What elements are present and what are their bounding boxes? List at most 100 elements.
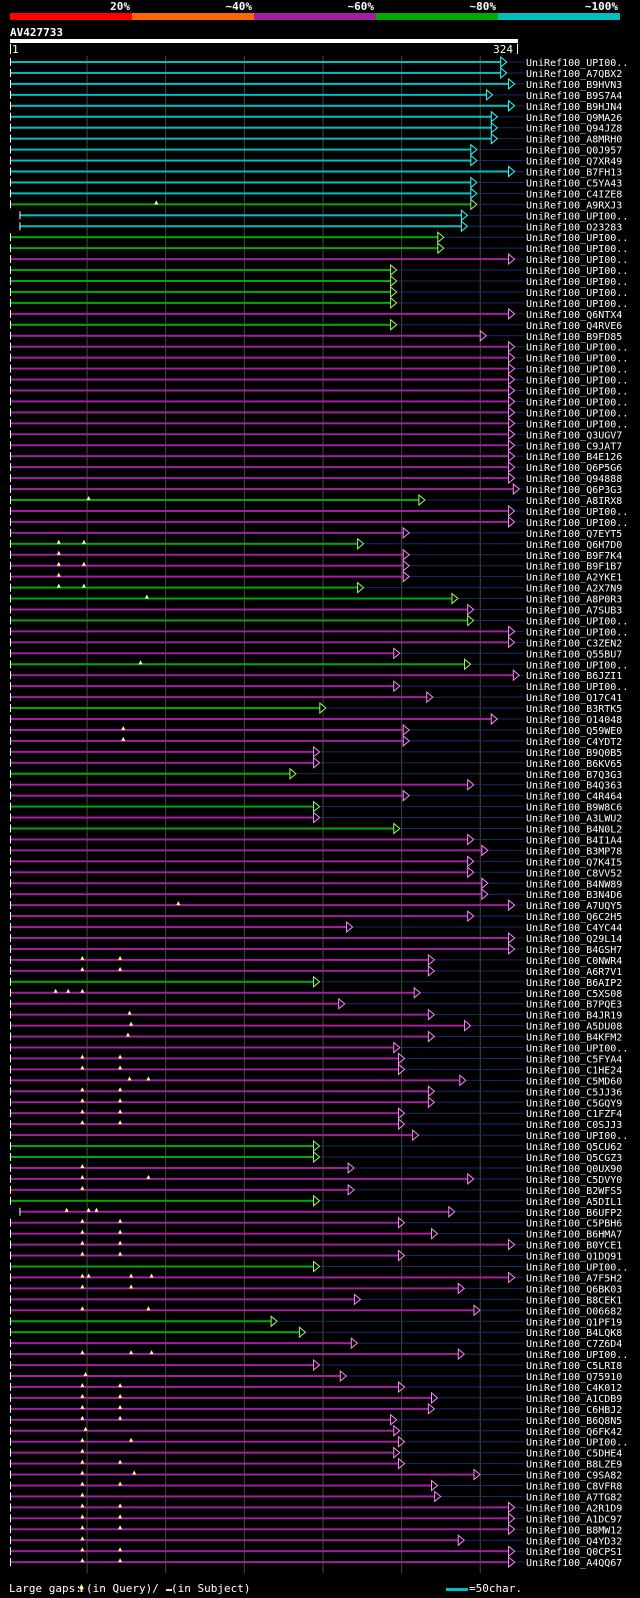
hit-row[interactable]: UniRef100_B9HVN3 bbox=[10, 77, 622, 91]
hit-bar[interactable] bbox=[10, 1057, 399, 1060]
hit-row[interactable]: UniRef100_Q75910 bbox=[10, 1369, 622, 1383]
hit-bar[interactable] bbox=[10, 170, 509, 173]
hit-label[interactable]: UniRef100_UPI00.. bbox=[526, 299, 628, 310]
hit-bar[interactable] bbox=[10, 323, 391, 326]
hit-label[interactable]: UniRef100_B9W8C6 bbox=[526, 803, 622, 814]
hit-label[interactable]: UniRef100_Q6C2H5 bbox=[526, 912, 622, 923]
hit-bar[interactable] bbox=[10, 750, 314, 753]
hit-bar[interactable] bbox=[10, 1101, 429, 1104]
hit-row[interactable]: UniRef100_Q29L14 bbox=[10, 931, 622, 945]
hit-row[interactable]: UniRef100_A2YKE1 bbox=[10, 570, 622, 584]
hit-bar[interactable] bbox=[10, 1199, 314, 1202]
hit-bar[interactable] bbox=[10, 707, 320, 710]
hit-label[interactable]: UniRef100_A4QQ67 bbox=[526, 1558, 622, 1569]
hit-label[interactable]: UniRef100_UPI00.. bbox=[526, 1131, 628, 1142]
hit-bar[interactable] bbox=[10, 969, 429, 972]
hit-bar[interactable] bbox=[10, 1112, 399, 1115]
hit-label[interactable]: UniRef100_Q6P3G3 bbox=[526, 485, 622, 496]
hit-label[interactable]: UniRef100_B6UFP2 bbox=[526, 1208, 622, 1219]
hit-label[interactable]: UniRef100_Q3UGV7 bbox=[526, 430, 622, 441]
hit-bar[interactable] bbox=[10, 937, 509, 939]
hit-bar[interactable] bbox=[10, 619, 468, 622]
hit-bar[interactable] bbox=[10, 947, 509, 950]
hit-row[interactable]: UniRef100_Q1PF19 bbox=[10, 1315, 622, 1328]
hit-bar[interactable] bbox=[10, 904, 509, 907]
hit-bar[interactable] bbox=[10, 1331, 300, 1334]
hit-bar[interactable] bbox=[10, 61, 501, 63]
hit-label[interactable]: UniRef100_A2R1D9 bbox=[526, 1503, 622, 1514]
hit-bar[interactable] bbox=[10, 82, 509, 85]
hit-label[interactable]: UniRef100_C7Z6D4 bbox=[526, 1339, 622, 1350]
hit-label[interactable]: UniRef100_C8VFR8 bbox=[526, 1482, 622, 1493]
hit-row[interactable]: UniRef100_C5FYA4 bbox=[10, 1052, 622, 1065]
hit-bar[interactable] bbox=[10, 1024, 465, 1027]
hit-row[interactable]: UniRef100_Q6C2H5 bbox=[10, 910, 622, 923]
hit-label[interactable]: UniRef100_B6KV65 bbox=[526, 759, 622, 770]
hit-label[interactable]: UniRef100_UPI00.. bbox=[526, 233, 628, 244]
hit-label[interactable]: UniRef100_B4LQK8 bbox=[526, 1328, 622, 1339]
hit-label[interactable]: UniRef100_Q0CPS1 bbox=[526, 1547, 622, 1558]
hit-bar[interactable] bbox=[10, 1068, 399, 1071]
hit-bar[interactable] bbox=[10, 893, 482, 896]
hit-label[interactable]: UniRef100_A8P0R3 bbox=[526, 595, 622, 606]
hit-bar[interactable] bbox=[10, 247, 438, 250]
hit-bar[interactable] bbox=[10, 433, 509, 436]
hit-row[interactable]: UniRef100_A1CDB9 bbox=[10, 1391, 622, 1405]
hit-bar[interactable] bbox=[10, 871, 468, 874]
hit-row[interactable]: UniRef100_Q94888 bbox=[10, 472, 622, 485]
hit-row[interactable]: UniRef100_Q0UX90 bbox=[10, 1161, 622, 1175]
hit-bar[interactable] bbox=[19, 225, 462, 228]
hit-row[interactable]: UniRef100_B9HJN4 bbox=[10, 99, 622, 113]
hit-label[interactable]: UniRef100_B6JZI1 bbox=[526, 671, 622, 682]
hit-label[interactable]: UniRef100_A2X7N9 bbox=[526, 584, 622, 595]
hit-row[interactable]: UniRef100_UPI00.. bbox=[10, 55, 628, 69]
hit-bar[interactable] bbox=[10, 1561, 509, 1564]
hit-label[interactable]: UniRef100_Q6H7D0 bbox=[526, 540, 622, 551]
hit-row[interactable]: UniRef100_C8VV52 bbox=[10, 866, 622, 879]
hit-bar[interactable] bbox=[10, 1320, 272, 1323]
hit-row[interactable]: UniRef100_A7UQY5 bbox=[10, 899, 622, 912]
hit-row[interactable]: UniRef100_B3N4D6 bbox=[10, 888, 622, 901]
hit-bar[interactable] bbox=[10, 444, 509, 447]
hit-bar[interactable] bbox=[10, 236, 438, 239]
hit-label[interactable]: UniRef100_UPI00.. bbox=[526, 419, 628, 430]
hit-bar[interactable] bbox=[10, 1145, 314, 1148]
hit-bar[interactable] bbox=[10, 1484, 432, 1487]
hit-bar[interactable] bbox=[10, 1353, 459, 1356]
hit-label[interactable]: UniRef100_C0NWR4 bbox=[526, 956, 622, 967]
hit-bar[interactable] bbox=[10, 564, 404, 567]
hit-row[interactable]: UniRef100_UPI00.. bbox=[10, 1260, 628, 1274]
hit-row[interactable]: UniRef100_A2X7N9 bbox=[10, 581, 622, 595]
hit-row[interactable]: UniRef100_C0SJJ3 bbox=[10, 1118, 622, 1131]
hit-label[interactable]: UniRef100_C5XS08 bbox=[526, 989, 622, 1000]
hit-label[interactable]: UniRef100_C4IZE8 bbox=[526, 189, 622, 200]
hit-bar[interactable] bbox=[10, 761, 314, 764]
hit-label[interactable]: UniRef100_C5PBH6 bbox=[526, 1219, 622, 1230]
hit-bar[interactable] bbox=[10, 159, 471, 162]
hit-label[interactable]: UniRef100_A9RXJ3 bbox=[526, 200, 622, 211]
hit-row[interactable]: UniRef100_Q4YD32 bbox=[10, 1534, 622, 1547]
hit-row[interactable]: UniRef100_UPI00.. bbox=[10, 231, 628, 244]
hit-row[interactable]: UniRef100_B7PQE3 bbox=[10, 997, 622, 1011]
hit-label[interactable]: UniRef100_A7UQY5 bbox=[526, 901, 622, 912]
hit-row[interactable]: UniRef100_Q5CU62 bbox=[10, 1139, 622, 1153]
hit-bar[interactable] bbox=[10, 1265, 314, 1268]
hit-label[interactable]: UniRef100_A7TG82 bbox=[526, 1492, 622, 1503]
hit-label[interactable]: UniRef100_Q94JZ8 bbox=[526, 124, 622, 135]
hit-row[interactable]: UniRef100_A4QQ67 bbox=[10, 1556, 622, 1569]
hit-bar[interactable] bbox=[10, 488, 514, 491]
hit-label[interactable]: UniRef100_B2WFS5 bbox=[526, 1186, 622, 1197]
hit-row[interactable]: UniRef100_C4IZE8 bbox=[10, 187, 622, 200]
hit-row[interactable]: UniRef100_B4E126 bbox=[10, 450, 622, 463]
hit-bar[interactable] bbox=[10, 1046, 394, 1049]
hit-label[interactable]: UniRef100_B4I1A4 bbox=[526, 835, 622, 846]
hit-row[interactable]: UniRef100_C4R464 bbox=[10, 789, 622, 803]
hit-bar[interactable] bbox=[10, 148, 471, 151]
hit-label[interactable]: UniRef100_B8CEK1 bbox=[526, 1295, 622, 1306]
hit-label[interactable]: UniRef100_B4KFM2 bbox=[526, 1033, 622, 1044]
hit-bar[interactable] bbox=[10, 1221, 399, 1224]
hit-row[interactable]: UniRef100_Q6BK03 bbox=[10, 1282, 622, 1295]
hit-bar[interactable] bbox=[10, 630, 509, 633]
hit-bar[interactable] bbox=[10, 203, 471, 206]
hit-bar[interactable] bbox=[10, 915, 468, 918]
